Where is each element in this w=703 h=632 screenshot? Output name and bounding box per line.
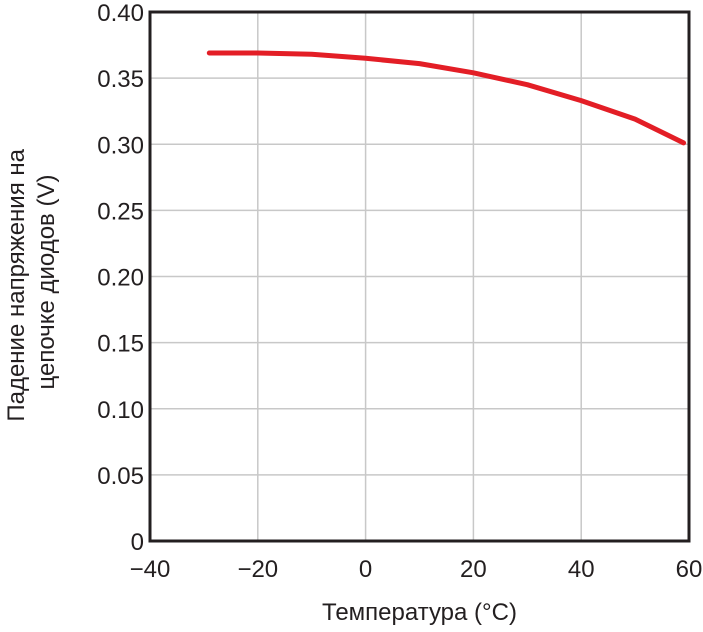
series-line (206, 50, 687, 146)
y-axis-ticks: 0 0.05 0.10 0.15 0.20 0.25 0.30 0.35 0.40 (97, 0, 144, 556)
y-tick-label: 0.40 (97, 0, 144, 27)
grid (149, 11, 690, 542)
y-tick-label: 0.25 (97, 198, 144, 225)
y-tick-label: 0.10 (97, 397, 144, 424)
x-tick-label: −40 (130, 556, 171, 583)
y-axis-title: Падение напряжения на цепочке диодов (V) (3, 142, 60, 421)
x-tick-label: 40 (568, 556, 595, 583)
x-tick-label: 60 (676, 556, 703, 583)
y-tick-label: 0.20 (97, 265, 144, 292)
y-tick-label: 0.35 (97, 66, 144, 93)
plot-frame (148, 10, 691, 543)
y-tick-label: 0.30 (97, 132, 144, 159)
y-tick-label: 0.05 (97, 463, 144, 490)
y-tick-label: 0.15 (97, 331, 144, 358)
y-axis-title-line-2: цепочке диодов (V) (33, 175, 60, 390)
x-axis-ticks: −40 −20 0 20 40 60 (130, 556, 703, 583)
y-tick-label: 0 (131, 529, 144, 556)
x-tick-label: 20 (460, 556, 487, 583)
x-tick-label: 0 (359, 556, 372, 583)
series-layer (206, 50, 687, 146)
y-axis-title-line-1: Падение напряжения на (3, 148, 30, 421)
x-tick-label: −20 (237, 556, 278, 583)
x-axis-title: Температура (°C) (322, 599, 517, 626)
